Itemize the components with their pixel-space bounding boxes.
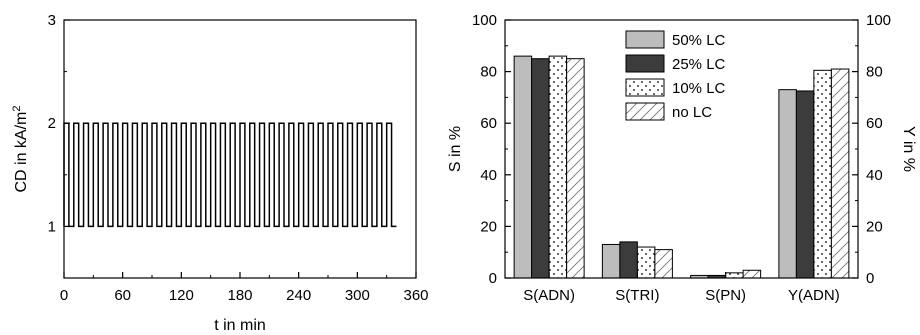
category-label: S(PN) [705,287,746,304]
bar-10-lc-stri [636,246,656,279]
legend: 50% LC 25% LC 10% LC no LC [625,30,726,121]
right-chart-right-y-tick-label: 100 [866,12,891,29]
legend-swatch [625,30,665,49]
right-chart-left-y-tick-label: 60 [480,115,497,132]
left-y-axis-title: CD in kA/m2 [11,105,30,192]
legend-swatch [625,102,665,121]
right-chart-left-y-tick-label: 0 [489,270,497,287]
category-label: S(ADN) [523,287,575,304]
left-x-tick-label: 300 [345,287,370,304]
legend-label: no LC [672,104,712,121]
right-chart-left-y-tick-label: 80 [480,64,497,81]
legend-swatch [625,54,665,73]
left-y-tick-label: 1 [48,218,56,235]
bar-25-lc-stri [619,241,638,279]
legend-label: 50% LC [672,32,726,49]
right-chart-left-y-tick-label: 40 [480,167,497,184]
right-chart-left-y-axis-title: S in % [447,126,464,172]
bar-25-lc-sadn [531,58,550,279]
bar-10-lc-spn [725,272,744,279]
right-chart-right-y-tick-label: 60 [866,115,883,132]
left-y-tick-label: 2 [48,115,56,132]
bar-no-lc-stri [654,249,673,279]
bar-50-lc-stri [601,243,621,279]
right-chart-left-y-tick-label: 100 [472,12,497,29]
left-x-axis-title: t in min [214,317,266,334]
left-y-tick-label: 3 [48,12,56,29]
bar-10-lc-yadn [813,69,832,279]
bar-50-lc-sadn [513,55,533,279]
category-label: S(TRI) [615,287,659,304]
left-x-tick-label: 360 [403,287,428,304]
legend-label: 10% LC [672,80,726,97]
bar-10-lc-sadn [548,55,568,279]
current-density-line [63,122,397,228]
right-chart-left-y-tick-label: 20 [480,218,497,235]
left-x-tick-label: 0 [60,287,68,304]
bar-no-lc-sadn [566,58,585,279]
bar-50-lc-yadn [778,89,797,279]
current-density-chart: 0 60 120 180 240 300 360 1 2 3 t in min CD in kA… [11,12,429,334]
right-chart-right-y-tick-label: 40 [866,167,883,184]
bar-no-lc-yadn [830,68,850,279]
selectivity-chart: S(ADN) S(TRI) S(PN) Y(ADN) 0 20 40 60 80 100 0 20… [447,12,917,304]
left-x-tick-label: 60 [114,287,131,304]
bar-no-lc-spn [742,269,762,279]
left-x-tick-label: 240 [286,287,311,304]
left-x-tick-label: 120 [169,287,194,304]
category-label: Y(ADN) [788,287,840,304]
legend-swatch [625,78,665,97]
right-chart-right-y-tick-label: 0 [866,270,874,287]
bar-25-lc-yadn [795,90,815,279]
left-x-tick-label: 180 [227,287,252,304]
right-chart-right-y-tick-label: 20 [866,218,883,235]
right-chart-right-y-axis-title: Y in % [900,126,917,172]
legend-label: 25% LC [672,56,726,73]
right-chart-right-y-tick-label: 80 [866,64,883,81]
